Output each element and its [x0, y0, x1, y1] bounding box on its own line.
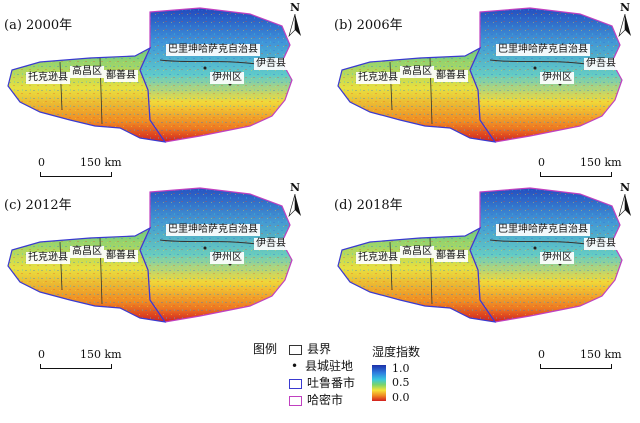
panel-title: (a) 2000年	[4, 18, 73, 33]
colorbar-tick: 0.5	[392, 376, 410, 389]
label-yiwu: 伊吾县	[254, 58, 288, 70]
legend-item-county-border: 县界	[289, 340, 331, 357]
panel-title: (d) 2018年	[334, 198, 403, 213]
legend-item-county-seat: • 县城驻地	[290, 359, 354, 373]
north-arrow-icon: N	[285, 182, 305, 218]
scale-bar: 0 150 km	[38, 348, 148, 378]
colorbar-tick: 1.0	[392, 362, 410, 375]
map-legend: 图例 县界 • 县城驻地 吐鲁番市 哈密市	[253, 338, 423, 408]
label-barkol: 巴里坤哈萨克自治县	[166, 44, 260, 56]
color-ramp	[372, 365, 386, 401]
label-shanshan: 鄯善县	[104, 70, 138, 82]
label-toksun: 托克逊县	[356, 72, 400, 84]
panel-title: (b) 2006年	[334, 18, 403, 33]
label-barkol: 巴里坤哈萨克自治县	[166, 224, 260, 236]
label-gaochang: 高昌区	[70, 66, 104, 78]
legend-item-hami: 哈密市	[289, 391, 343, 408]
label-shanshan: 鄯善县	[104, 250, 138, 262]
label-barkol: 巴里坤哈萨克自治县	[496, 224, 590, 236]
scale-bar: 0 150 km	[538, 156, 640, 186]
label-yizhou: 伊州区	[540, 72, 574, 84]
colorbar-title: 湿度指数	[372, 345, 421, 359]
dot-icon: •	[290, 359, 299, 373]
legend-title: 图例	[253, 342, 278, 356]
north-arrow-icon: N	[615, 182, 635, 218]
label-yiwu: 伊吾县	[254, 238, 288, 250]
legend-item-turpan: 吐鲁番市	[289, 374, 355, 391]
label-yizhou: 伊州区	[210, 252, 244, 264]
scale-bar: 0 150 km	[38, 156, 148, 186]
map-panel-2018: (d) 2018年 巴里坤哈萨克自治县 伊吾县 伊州区 托克逊县 高昌区 鄯善县…	[330, 180, 640, 369]
label-yizhou: 伊州区	[540, 252, 574, 264]
north-arrow-icon: N	[285, 2, 305, 38]
map-panel-2012: (c) 2012年 巴里坤哈萨克自治县 伊吾县 伊州区 托克逊县 高昌区 鄯善县…	[0, 180, 310, 369]
box-icon	[289, 395, 302, 406]
box-icon	[289, 344, 302, 355]
label-yizhou: 伊州区	[210, 72, 244, 84]
colorbar-tick: 0.0	[392, 391, 410, 404]
scale-bar: 0 150 km	[538, 348, 640, 378]
box-icon	[289, 378, 302, 389]
label-gaochang: 高昌区	[400, 66, 434, 78]
label-gaochang: 高昌区	[70, 246, 104, 258]
map-panel-2000: (a) 2000年 巴里坤哈萨克自治县 伊吾县 伊州区 托克逊县 高昌区 鄯善县…	[0, 0, 310, 177]
panel-title: (c) 2012年	[4, 198, 72, 213]
map-panel-2006: (b) 2006年 巴里坤哈萨克自治县 伊吾县 伊州区 托克逊县 高昌区 鄯善县…	[330, 0, 640, 177]
humidity-colorbar: 湿度指数 1.0 0.5 0.0	[372, 343, 442, 407]
label-barkol: 巴里坤哈萨克自治县	[496, 44, 590, 56]
label-yiwu: 伊吾县	[584, 238, 618, 250]
label-yiwu: 伊吾县	[584, 58, 618, 70]
humidity-map	[337, 187, 623, 323]
humidity-map	[7, 7, 293, 143]
label-gaochang: 高昌区	[400, 246, 434, 258]
label-shanshan: 鄯善县	[434, 70, 468, 82]
label-shanshan: 鄯善县	[434, 250, 468, 262]
label-toksun: 托克逊县	[26, 72, 70, 84]
label-toksun: 托克逊县	[26, 252, 70, 264]
label-toksun: 托克逊县	[356, 252, 400, 264]
north-arrow-icon: N	[615, 2, 635, 38]
